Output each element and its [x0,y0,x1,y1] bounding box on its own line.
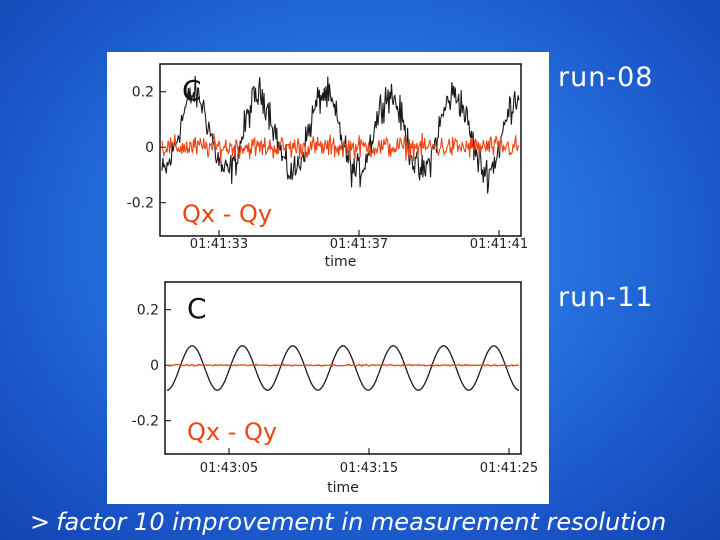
x-axis-label: time [327,480,359,496]
series-line-c [166,345,520,391]
series-label-qx-qy: Qx - Qy [187,418,277,446]
plot-frame [164,281,522,455]
series-label-qx-qy: Qx - Qy [182,200,272,228]
series-label-c: C [187,292,207,325]
run-label-11: run-11 [558,282,654,313]
x-tick-label: 01:43:05 [200,461,258,476]
x-tick-label: 01:41:41 [470,237,528,252]
x-tick-label: 01:43:15 [340,461,398,476]
y-tick-label: 0 [145,140,154,156]
series-label-c: C [182,74,202,107]
x-tick-label: 01:41:37 [330,237,388,252]
caption: > factor 10 improvement in measurement re… [30,508,666,536]
y-tick-label: -0.2 [127,196,154,212]
caption-text: factor 10 improvement in measurement res… [56,508,667,536]
plot-frame [159,63,522,237]
y-tick-label: 0 [150,358,159,374]
y-tick-label: 0.2 [132,85,154,101]
series-line-c [161,75,520,194]
run-label-08: run-08 [558,62,654,93]
x-tick-label: 01:41:25 [480,461,538,476]
y-tick-label: 0.2 [137,303,159,319]
x-tick-label: 01:41:33 [190,237,248,252]
caption-marker: > [30,508,51,536]
plot-panel: 0.2 0 -0.2 01:41:33 01:41:37 01:41:41 time C Qx … [107,52,549,504]
y-tick-label: -0.2 [132,414,159,430]
plots-svg: 0.2 0 -0.2 01:41:33 01:41:37 01:41:41 time C Qx … [127,63,538,496]
series-line-qx-qy [166,363,520,368]
series-line-qx-qy [161,132,520,162]
x-axis-label: time [325,254,357,270]
